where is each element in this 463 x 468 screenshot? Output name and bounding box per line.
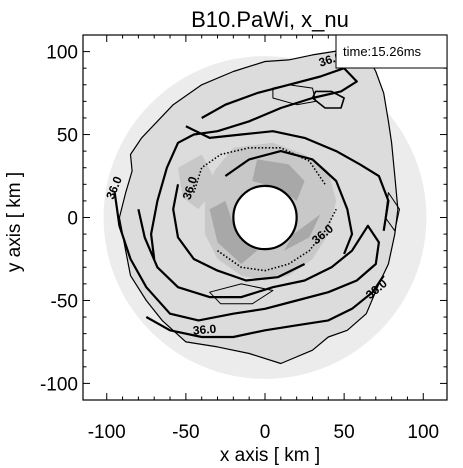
contour-line — [113, 192, 380, 322]
contour-line — [224, 150, 354, 255]
dark-gray-region — [252, 159, 305, 201]
x-tick-label: 50 — [334, 422, 355, 443]
y-tick-label: 100 — [46, 43, 78, 64]
contour-line — [311, 90, 345, 109]
y-axis-label: y axis [ km ] — [4, 172, 25, 272]
contour-line — [145, 274, 385, 339]
x-tick-label: -50 — [172, 422, 199, 443]
x-axis-label: x axis [ km ] — [220, 445, 320, 466]
chart-title: B10.PaWi, x_nu — [191, 7, 349, 32]
thin-contour-line — [209, 283, 274, 305]
x-tick-label: 100 — [407, 422, 439, 443]
inner-excised-region — [232, 184, 298, 251]
time-label: time:15.26ms — [343, 44, 422, 59]
contour-line — [185, 125, 390, 231]
contour-label: 36.0 — [192, 322, 217, 338]
y-tick-label: 50 — [57, 126, 78, 147]
contour-label: 36.0 — [180, 174, 201, 201]
time-box: time:15.26ms — [335, 34, 448, 69]
x-tick-label: 0 — [260, 422, 271, 443]
thin-contour-line — [272, 84, 317, 106]
dotted-contour-line — [217, 208, 337, 272]
y-tick-label: -100 — [40, 374, 78, 395]
y-tick-label: -50 — [51, 291, 78, 312]
contour-line — [172, 184, 306, 282]
dark-gray-region — [284, 214, 321, 251]
y-tick-label: 0 — [67, 209, 78, 230]
plot-area: 36.036.0 36.036.036.036.0 — [103, 49, 427, 379]
thin-contour-line — [384, 192, 400, 232]
x-tick-label: -100 — [88, 422, 126, 443]
dark-gray-region — [209, 200, 258, 264]
